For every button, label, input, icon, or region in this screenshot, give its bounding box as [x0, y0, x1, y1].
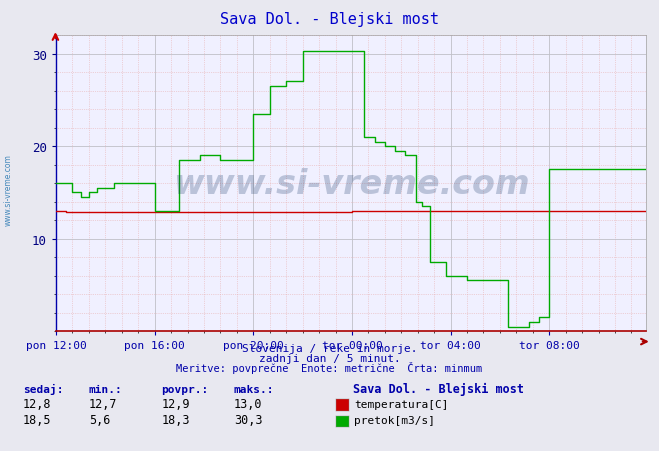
- Text: 12,8: 12,8: [23, 397, 51, 410]
- Text: 13,0: 13,0: [234, 397, 262, 410]
- Text: Sava Dol. - Blejski most: Sava Dol. - Blejski most: [220, 12, 439, 27]
- Text: zadnji dan / 5 minut.: zadnji dan / 5 minut.: [258, 353, 401, 363]
- Text: 18,3: 18,3: [161, 413, 190, 426]
- Text: povpr.:: povpr.:: [161, 384, 209, 394]
- Text: 5,6: 5,6: [89, 413, 110, 426]
- Text: 18,5: 18,5: [23, 413, 51, 426]
- Text: Sava Dol. - Blejski most: Sava Dol. - Blejski most: [353, 382, 523, 396]
- Text: 12,9: 12,9: [161, 397, 190, 410]
- Text: 30,3: 30,3: [234, 413, 262, 426]
- Text: www.si-vreme.com: www.si-vreme.com: [3, 153, 13, 226]
- Text: www.si-vreme.com: www.si-vreme.com: [173, 167, 529, 200]
- Text: pretok[m3/s]: pretok[m3/s]: [354, 415, 435, 425]
- Text: Meritve: povprečne  Enote: metrične  Črta: minmum: Meritve: povprečne Enote: metrične Črta:…: [177, 361, 482, 373]
- Text: min.:: min.:: [89, 384, 123, 394]
- Text: temperatura[C]: temperatura[C]: [354, 399, 448, 409]
- Text: sedaj:: sedaj:: [23, 383, 63, 394]
- Text: maks.:: maks.:: [234, 384, 274, 394]
- Text: Slovenija / reke in morje.: Slovenija / reke in morje.: [242, 343, 417, 353]
- Text: 12,7: 12,7: [89, 397, 117, 410]
